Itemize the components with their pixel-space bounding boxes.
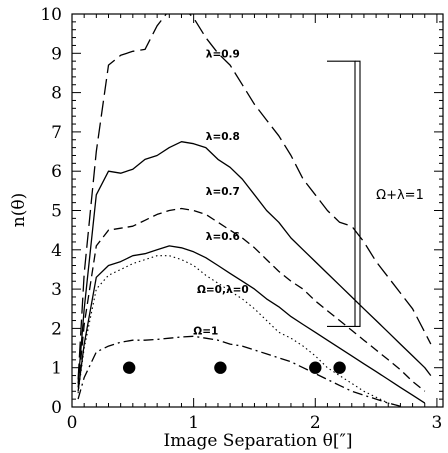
y-tick-label: 3 (51, 280, 62, 300)
x-tick-label: 1 (188, 413, 199, 433)
y-tick-label: 9 (51, 44, 62, 64)
bracket-label: Ω+λ=1 (376, 188, 424, 203)
series-label: λ=0.8 (206, 131, 240, 143)
y-tick-label: 2 (51, 319, 62, 339)
series-line (78, 142, 431, 384)
x-axis-title: Image Separation θ[″] (163, 431, 352, 451)
series-line (78, 246, 425, 403)
observed-point (123, 362, 135, 374)
curve-labels: λ=0.9 λ=0.8 λ=0.7 λ=0.6 Ω=0,λ=0 Ω=1 (193, 48, 248, 337)
series-label: Ω=0,λ=0 (197, 284, 249, 296)
y-tick-label: 6 (51, 162, 62, 182)
series-label: Ω=1 (193, 325, 218, 337)
observed-point (214, 362, 226, 374)
y-tick-label: 8 (51, 84, 62, 104)
y-axis-title: n(θ) (9, 193, 29, 227)
plot-frame (72, 14, 443, 407)
x-tick-label: 2 (310, 413, 321, 433)
observed-points (123, 362, 346, 374)
series-label: λ=0.7 (206, 186, 240, 198)
x-tick-label: 0 (67, 413, 78, 433)
x-tick-label: 3 (432, 413, 443, 433)
series-label: λ=0.9 (206, 48, 240, 60)
y-tick-label: 5 (51, 202, 62, 222)
y-tick-label: 1 (51, 359, 62, 379)
series-label: λ=0.6 (206, 231, 240, 243)
y-tick-label: 4 (51, 241, 62, 261)
tick-labels: 0 1 2 3 0 1 2 3 4 5 6 7 8 9 10 (40, 5, 442, 433)
y-tick-label: 0 (51, 398, 62, 418)
curves (78, 2, 431, 406)
y-tick-label: 7 (51, 123, 62, 143)
axis-ticks (72, 14, 443, 407)
observed-point (309, 362, 321, 374)
bracket-outer (355, 61, 360, 326)
y-tick-label: 10 (40, 5, 62, 25)
observed-point (333, 362, 345, 374)
